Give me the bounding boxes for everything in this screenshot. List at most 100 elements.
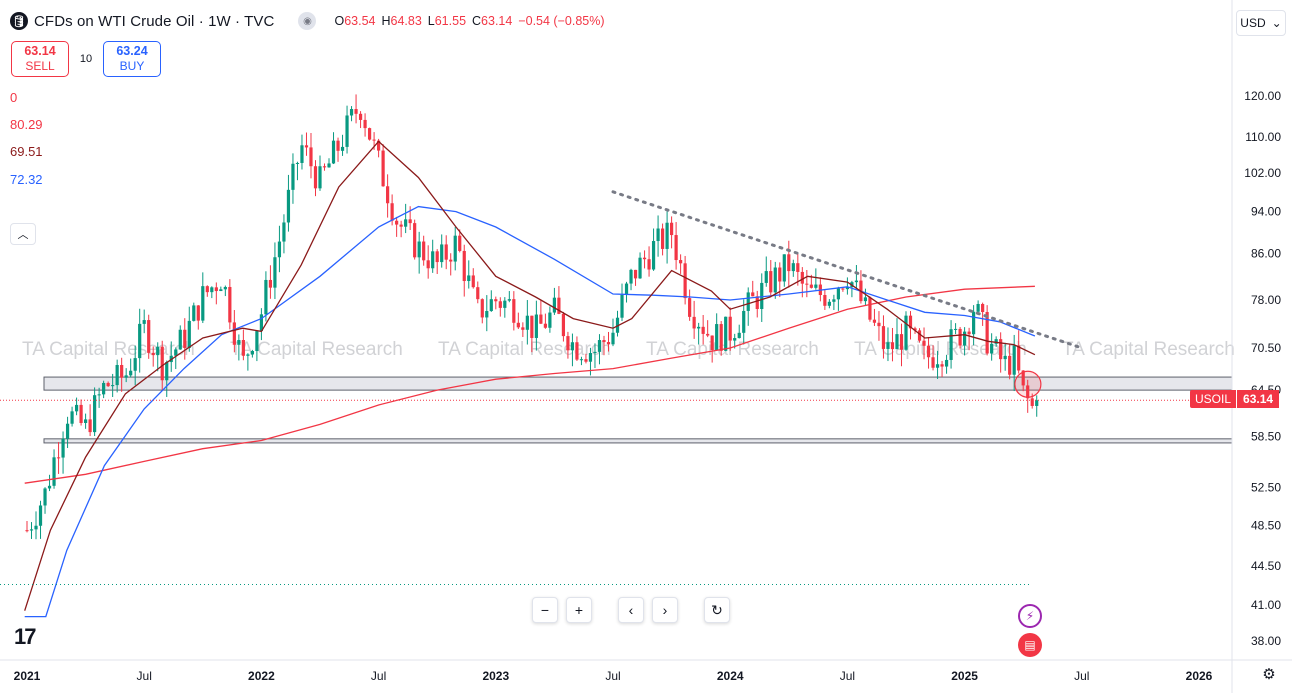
candle-body bbox=[129, 370, 133, 376]
candle-body bbox=[724, 316, 728, 351]
candle-body bbox=[899, 334, 904, 350]
candle-body bbox=[728, 316, 732, 341]
candle-body bbox=[43, 488, 47, 506]
candle-body bbox=[93, 395, 97, 433]
collapse-legend-button[interactable]: ︿ bbox=[10, 223, 36, 245]
candle-body bbox=[277, 241, 282, 258]
tradingview-logo-icon[interactable]: 17 bbox=[14, 624, 37, 649]
candle-body bbox=[602, 340, 606, 343]
candle-body bbox=[1008, 355, 1012, 375]
candle-body bbox=[47, 485, 52, 489]
candle-body bbox=[354, 109, 358, 114]
price-axis[interactable]: 120.00110.00102.0094.0086.0078.0070.5064… bbox=[1231, 0, 1281, 693]
candle-body bbox=[462, 250, 466, 282]
candle-body bbox=[683, 263, 687, 299]
candle-body bbox=[440, 244, 444, 263]
lightning-event-icon[interactable]: ⚡ bbox=[1018, 604, 1042, 628]
currency-select[interactable]: USD ⌄ bbox=[1236, 10, 1286, 36]
time-tick-label: Jul bbox=[137, 669, 152, 683]
candles bbox=[25, 94, 1039, 540]
candle-body bbox=[300, 145, 304, 163]
candle-body bbox=[102, 382, 106, 395]
candle-body bbox=[255, 331, 259, 352]
candle-body bbox=[656, 228, 660, 242]
candle-body bbox=[133, 358, 137, 371]
candle-body bbox=[633, 269, 638, 279]
us-flag-event-icon[interactable]: ▤ bbox=[1018, 633, 1042, 657]
candle-body bbox=[413, 223, 417, 258]
time-tick-label: 2023 bbox=[482, 669, 509, 683]
candle-body bbox=[395, 220, 399, 225]
candle-body bbox=[52, 457, 56, 486]
candle-body bbox=[295, 162, 300, 164]
candle-body bbox=[570, 342, 575, 351]
candle-body bbox=[377, 140, 381, 151]
candle-body bbox=[494, 299, 498, 302]
time-tick-label: 2022 bbox=[248, 669, 275, 683]
candle-body bbox=[205, 286, 209, 293]
scroll-left-button[interactable]: ‹ bbox=[618, 597, 644, 623]
buy-button[interactable]: 63.24 BUY bbox=[103, 41, 161, 77]
candle-body bbox=[422, 241, 426, 261]
ma-slow-line bbox=[24, 285, 1035, 484]
candle-body bbox=[210, 287, 214, 293]
candle-body bbox=[372, 139, 376, 141]
candle-body bbox=[642, 257, 647, 260]
candle-body bbox=[327, 163, 331, 168]
candle-body bbox=[97, 394, 101, 396]
candle-body bbox=[38, 505, 43, 526]
candle-body bbox=[84, 419, 88, 423]
candle-body bbox=[521, 327, 525, 330]
zoom-in-button[interactable]: + bbox=[566, 597, 592, 623]
candle-body bbox=[719, 324, 723, 351]
candle-body bbox=[913, 328, 917, 331]
candle-body bbox=[863, 297, 868, 302]
candle-body bbox=[70, 411, 74, 424]
candle-body bbox=[737, 332, 741, 339]
candle-body bbox=[476, 287, 480, 300]
candle-body bbox=[318, 166, 322, 189]
chevron-up-icon: ︿ bbox=[17, 229, 29, 241]
price-tick-label: 38.00 bbox=[1251, 634, 1281, 648]
symbol-price-label: USOIL 63.14 bbox=[1190, 390, 1280, 408]
watermark-text: TA Capital Research bbox=[646, 339, 819, 360]
price-tick-label: 102.00 bbox=[1244, 166, 1281, 180]
chart-title[interactable]: CFDs on WTI Crude Oil · 1W · TVC bbox=[34, 12, 275, 30]
candle-body bbox=[692, 316, 696, 329]
candle-body bbox=[399, 224, 403, 227]
candle-body bbox=[539, 314, 543, 324]
candle-body bbox=[309, 147, 313, 167]
candle-body bbox=[922, 340, 926, 346]
candle-body bbox=[336, 140, 340, 151]
candle-body bbox=[958, 328, 962, 346]
candle-body bbox=[841, 288, 845, 290]
candle-body bbox=[561, 313, 566, 337]
scroll-right-button[interactable]: › bbox=[652, 597, 678, 623]
reset-chart-button[interactable]: ↻ bbox=[704, 597, 730, 623]
candle-body bbox=[386, 186, 390, 204]
highlight-circle bbox=[1014, 370, 1042, 398]
candle-body bbox=[250, 351, 254, 355]
sell-button[interactable]: 63.14 SELL bbox=[11, 41, 69, 77]
candle-body bbox=[241, 340, 245, 356]
watermark-text: TA Capital Research bbox=[438, 339, 611, 360]
zoom-out-button[interactable]: − bbox=[532, 597, 558, 623]
candle-body bbox=[881, 326, 886, 349]
settings-gear-icon[interactable]: ⚙ bbox=[1262, 666, 1276, 683]
eye-icon[interactable]: ◉ bbox=[298, 12, 317, 30]
watermark-text: TA Capital Research bbox=[22, 339, 195, 360]
candle-body bbox=[358, 113, 363, 120]
candle-body bbox=[345, 115, 349, 147]
candle-body bbox=[611, 332, 615, 345]
candle-body bbox=[647, 259, 651, 270]
candle-body bbox=[1012, 345, 1016, 375]
candle-body bbox=[791, 263, 795, 272]
candle-body bbox=[61, 438, 65, 458]
time-axis[interactable]: 2021 Jul 2022 Jul 2023 Jul 2024 Jul 2025 Jul 2026 bbox=[0, 659, 1292, 683]
candle-body bbox=[931, 357, 935, 368]
candle-body bbox=[755, 296, 759, 310]
candle-body bbox=[183, 329, 187, 348]
candle-body bbox=[286, 189, 291, 223]
chart-legend: 🛢 CFDs on WTI Crude Oil · 1W · TVC ◉ O63… bbox=[10, 12, 605, 30]
